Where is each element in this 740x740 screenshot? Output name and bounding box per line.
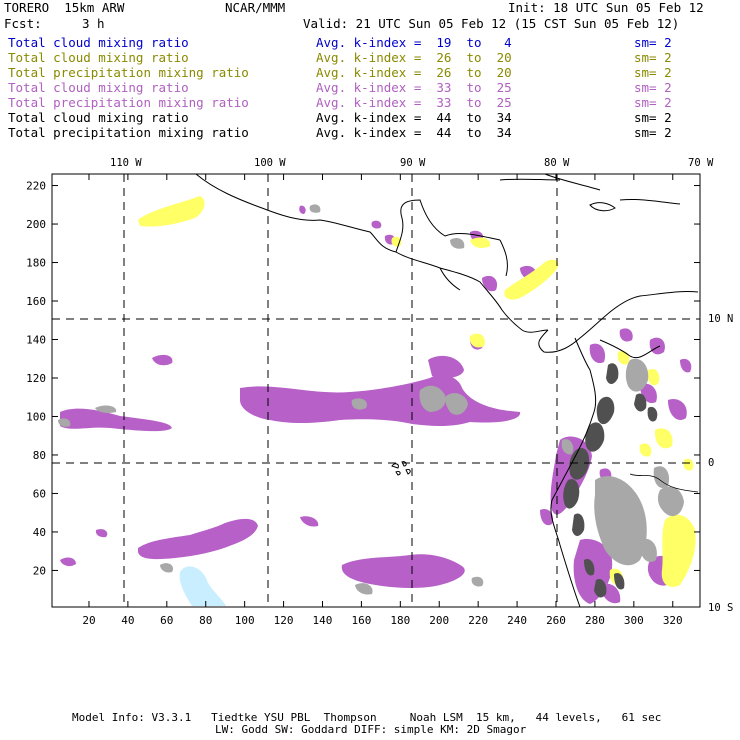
lon-label: 110 W [110, 157, 142, 169]
y-tick-label: 40 [33, 526, 46, 539]
y-tick-label: 20 [33, 564, 46, 577]
lat-label: 10 N [708, 313, 733, 325]
x-tick-label: 140 [313, 614, 333, 627]
dark-gray-field [563, 363, 658, 598]
legend-smoothing: sm= 2 [634, 95, 672, 110]
legend-field: Total cloud mixing ratio [8, 50, 189, 65]
lat-label: 0 [708, 457, 714, 469]
model-title: TORERO 15km ARW [4, 0, 125, 15]
coastlines [195, 173, 699, 608]
legend-kindex: Avg. k-index = 33 to 25 [316, 80, 512, 95]
lon-label: 90 W [400, 157, 426, 169]
x-tick-label: 300 [624, 614, 644, 627]
y-tick-label: 220 [26, 180, 46, 193]
legend-smoothing: sm= 2 [634, 35, 672, 50]
latitude-labels: 10 N 0 10 S [708, 313, 733, 614]
purple-field [60, 205, 692, 604]
lon-label: 100 W [254, 157, 286, 169]
graticule [52, 174, 700, 607]
legend-kindex: Avg. k-index = 26 to 20 [316, 65, 512, 80]
y-tick-label: 200 [26, 218, 46, 231]
legend-row: Total cloud mixing ratio Avg. k-index = … [0, 110, 740, 125]
y-tick-label: 160 [26, 295, 46, 308]
legend-row: Total precipitation mixing ratio Avg. k-… [0, 65, 740, 80]
legend-kindex: Avg. k-index = 44 to 34 [316, 110, 512, 125]
valid-time: Valid: 21 UTC Sun 05 Feb 12 (15 CST Sun … [303, 16, 680, 31]
legend-field: Total cloud mixing ratio [8, 35, 189, 50]
y-tick-label: 60 [33, 487, 46, 500]
legend-row: Total cloud mixing ratio Avg. k-index = … [0, 80, 740, 95]
cloud-fields [58, 196, 696, 606]
lat-label: 10 S [708, 602, 733, 614]
x-tick-label: 260 [546, 614, 566, 627]
y-tick-label: 100 [26, 410, 46, 423]
init-time: Init: 18 UTC Sun 05 Feb 12 [508, 0, 704, 15]
lon-label: 80 W [544, 157, 570, 169]
y-tick-label: 180 [26, 257, 46, 270]
y-tick-label: 120 [26, 372, 46, 385]
legend-smoothing: sm= 2 [634, 110, 672, 125]
legend-row: Total cloud mixing ratio Avg. k-index = … [0, 50, 740, 65]
legend-field: Total cloud mixing ratio [8, 110, 189, 125]
legend-kindex: Avg. k-index = 33 to 25 [316, 95, 512, 110]
x-tick-label: 100 [235, 614, 255, 627]
y-axis: 20 40 60 80 100 120 140 160 180 200 220 [26, 180, 700, 577]
legend-row: Total cloud mixing ratio Avg. k-index = … [0, 35, 740, 50]
x-tick-label: 240 [507, 614, 527, 627]
legend-kindex: Avg. k-index = 26 to 20 [316, 50, 512, 65]
legend-field: Total precipitation mixing ratio [8, 95, 249, 110]
x-tick-label: 280 [585, 614, 605, 627]
y-tick-label: 140 [26, 334, 46, 347]
x-tick-label: 40 [121, 614, 134, 627]
legend-row: Total precipitation mixing ratio Avg. k-… [0, 95, 740, 110]
x-tick-label: 220 [468, 614, 488, 627]
x-tick-label: 180 [390, 614, 410, 627]
legend-smoothing: sm= 2 [634, 125, 672, 140]
center-label: NCAR/MMM [225, 0, 286, 15]
legend-kindex: Avg. k-index = 19 to 4 [316, 35, 512, 50]
legend-smoothing: sm= 2 [634, 50, 672, 65]
yellow-field [138, 196, 696, 587]
legend-row: Total precipitation mixing ratio Avg. k-… [0, 125, 740, 140]
x-tick-label: 200 [429, 614, 449, 627]
gray-field [58, 204, 684, 595]
model-physics: LW: Godd SW: Goddard DIFF: simple KM: 2D… [215, 723, 527, 736]
x-tick-label: 60 [160, 614, 173, 627]
x-tick-label: 160 [351, 614, 371, 627]
x-tick-label: 120 [274, 614, 294, 627]
legend-field: Total precipitation mixing ratio [8, 65, 249, 80]
forecast-hour: 3 h [82, 16, 105, 31]
y-tick-label: 80 [33, 449, 46, 462]
model-info: Model Info: V3.3.1 Tiedtke YSU PBL Thomp… [72, 711, 662, 724]
x-tick-label: 320 [663, 614, 683, 627]
legend-smoothing: sm= 2 [634, 80, 672, 95]
longitude-labels: 110 W 100 W 90 W 80 W 70 W [110, 157, 714, 169]
lon-label: 70 W [688, 157, 714, 169]
legend-kindex: Avg. k-index = 44 to 34 [316, 125, 512, 140]
light-blue-field [179, 566, 226, 606]
x-tick-label: 80 [199, 614, 212, 627]
x-tick-label: 20 [82, 614, 95, 627]
legend-field: Total cloud mixing ratio [8, 80, 189, 95]
legend-smoothing: sm= 2 [634, 65, 672, 80]
forecast-label: Fcst: [4, 16, 42, 31]
legend-field: Total precipitation mixing ratio [8, 125, 249, 140]
x-axis: 20 40 60 80 100 120 140 160 180 200 220 240 260 280 30… [82, 174, 683, 627]
plot-frame [51, 173, 701, 608]
